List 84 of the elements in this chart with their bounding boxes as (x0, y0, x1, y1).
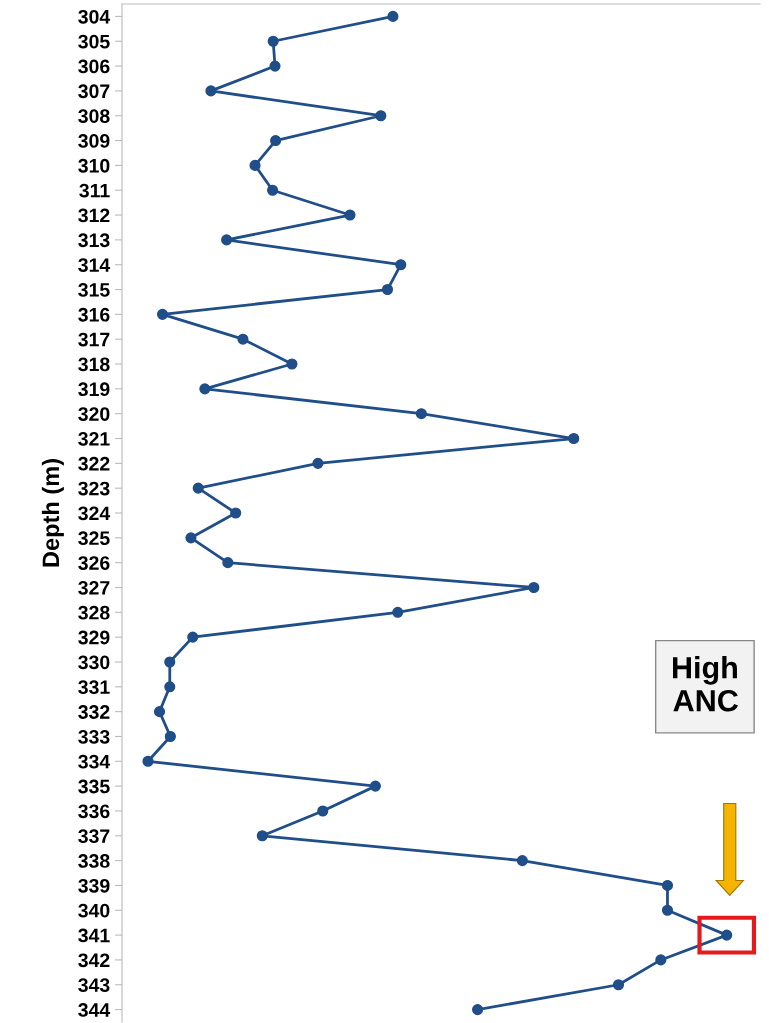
point (222, 557, 234, 569)
point (153, 706, 166, 718)
y-tick-label: 322 (78, 456, 110, 471)
y-tick-label: 309 (78, 134, 110, 148)
y-tick-label: 323 (78, 481, 110, 496)
point (655, 954, 667, 966)
y-tick-label: 314 (78, 258, 111, 272)
y-tick-label: 327 (78, 580, 110, 595)
y-tick-label: 319 (78, 382, 110, 397)
y-tick-label: 311 (79, 183, 110, 198)
point (249, 159, 261, 171)
y-tick-label: 304 (78, 9, 111, 24)
y-tick-label: 342 (78, 953, 110, 968)
point (187, 631, 199, 643)
point (205, 85, 217, 97)
y-tick-label: 325 (78, 531, 110, 546)
y-tick-label: 315 (78, 283, 110, 297)
point (237, 333, 249, 345)
y-tick-label: 310 (78, 158, 110, 173)
point (142, 755, 154, 767)
point (568, 432, 580, 445)
point (344, 209, 356, 221)
y-tick-label: 308 (78, 109, 110, 123)
point (221, 234, 233, 246)
point (661, 879, 674, 891)
point (375, 110, 387, 122)
point (381, 283, 394, 296)
point (661, 904, 674, 916)
y-tick-label: 338 (78, 854, 110, 868)
y-tick-label: 336 (78, 804, 110, 819)
point (267, 184, 279, 196)
y-tick-label: 307 (78, 84, 110, 99)
point (395, 259, 407, 271)
point (199, 383, 211, 395)
point (192, 482, 204, 494)
y-tick-label: 330 (78, 655, 110, 670)
y-tick-label: 341 (78, 928, 110, 943)
y-tick-label: 306 (78, 59, 110, 74)
y-axis-title: Depth (m) (41, 459, 64, 567)
y-tick-label: 313 (78, 233, 110, 248)
y-tick-label: 321 (78, 431, 110, 446)
y-tick-label: 326 (78, 556, 110, 570)
y-tick-label: 332 (78, 705, 110, 719)
point (156, 308, 169, 320)
y-tick-label: 333 (78, 729, 110, 744)
annotation: High ANC (673, 656, 738, 712)
point (312, 457, 324, 469)
point (164, 730, 176, 743)
y-tick-label: 339 (78, 878, 110, 893)
point (164, 656, 176, 668)
point (528, 581, 540, 594)
point (612, 979, 625, 991)
point (721, 929, 733, 941)
point (269, 60, 281, 72)
y-tick-label: 328 (78, 605, 110, 620)
point (387, 10, 399, 22)
point (270, 135, 282, 147)
y-tick-label: 316 (78, 307, 110, 322)
point (164, 681, 176, 693)
y-tick-label: 317 (78, 332, 110, 347)
point (286, 358, 298, 370)
y-tick-label: 334 (78, 754, 111, 769)
y-tick-label: 305 (78, 34, 110, 49)
point (267, 35, 279, 47)
y-tick-label: 343 (78, 978, 110, 993)
point (369, 780, 381, 792)
point (230, 507, 242, 519)
y-tick-label: 337 (78, 829, 110, 844)
y-tick-label: 312 (78, 208, 110, 223)
y-tick-label: 329 (78, 630, 110, 645)
point (185, 532, 197, 544)
y-tick-label: 331 (78, 680, 110, 695)
y-tick-label: 344 (78, 1003, 111, 1017)
point (516, 855, 528, 867)
y-tick-label: 318 (78, 357, 110, 372)
point (415, 408, 427, 420)
y-tick-label: 324 (78, 506, 111, 521)
y-tick-label: 340 (78, 903, 110, 918)
y-tick-label: 335 (78, 779, 110, 794)
y-tick-label: 320 (78, 407, 110, 421)
point (472, 1004, 484, 1016)
point (392, 606, 404, 618)
point (317, 805, 329, 817)
point (256, 830, 268, 842)
